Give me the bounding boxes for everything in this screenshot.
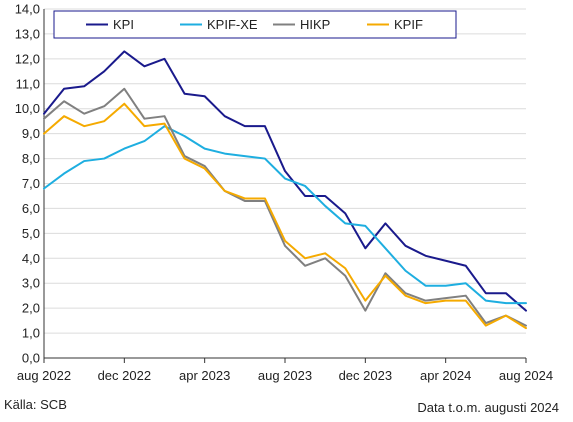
axes: 0,0 1,0 2,0 3,0 4,0 5,0 6,0 7,0 8,0 9,0 10,0 11,0 12… — [15, 2, 553, 384]
legend: KPI KPIF-XE HIKP KPIF — [53, 10, 457, 39]
y-tick-label: 8,0 — [22, 151, 40, 166]
x-tick-label: apr 2024 — [420, 368, 471, 383]
x-tick-label: apr 2023 — [179, 368, 230, 383]
y-tick-label: 10,0 — [15, 101, 40, 116]
legend-label: KPIF-XE — [207, 17, 258, 32]
series-line-hikp — [43, 87, 527, 327]
y-tick-label: 13,0 — [15, 26, 40, 41]
x-tick-label: aug 2024 — [499, 368, 553, 383]
line-chart: 0,0 1,0 2,0 3,0 4,0 5,0 6,0 7,0 8,0 9,0 10,0 11,0 12… — [15, 2, 553, 384]
y-tick-label: 6,0 — [22, 201, 40, 216]
y-tick-label: 3,0 — [22, 276, 40, 291]
legend-label: HIKP — [300, 17, 330, 32]
y-tick-label: 11,0 — [16, 76, 40, 91]
series-line-kpif-xe — [43, 125, 527, 305]
series-line-kpif — [43, 102, 527, 330]
y-tick-label: 0,0 — [22, 351, 40, 366]
y-tick-label: 14,0 — [15, 2, 40, 17]
data-range-note: Data t.o.m. augusti 2024 — [417, 400, 559, 415]
x-tick-label: dec 2022 — [98, 368, 152, 383]
y-tick-label: 1,0 — [22, 326, 40, 341]
y-tick-label: 12,0 — [15, 51, 40, 66]
x-tick-label: dec 2023 — [339, 368, 393, 383]
series-line-kpi — [43, 50, 527, 312]
y-tick-label: 5,0 — [22, 226, 40, 241]
series-lines — [43, 50, 527, 330]
y-tick-label: 2,0 — [22, 301, 40, 316]
legend-label: KPIF — [394, 17, 423, 32]
y-tick-label: 4,0 — [22, 251, 40, 266]
y-tick-label: 9,0 — [22, 126, 40, 141]
y-tick-label: 7,0 — [22, 176, 40, 191]
x-tick-label: aug 2022 — [17, 368, 71, 383]
legend-label: KPI — [113, 17, 134, 32]
source-note: Källa: SCB — [4, 397, 67, 412]
x-tick-label: aug 2023 — [258, 368, 312, 383]
